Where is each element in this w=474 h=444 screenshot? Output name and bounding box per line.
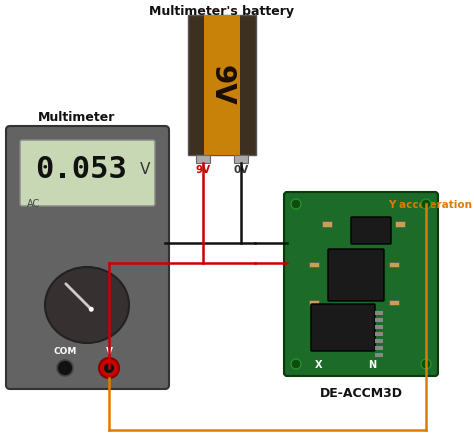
FancyBboxPatch shape — [284, 192, 438, 376]
Ellipse shape — [45, 267, 129, 343]
Bar — [234, 155, 248, 163]
Text: Multimeter: Multimeter — [38, 111, 116, 124]
Bar — [375, 346, 383, 350]
Bar — [375, 353, 383, 357]
FancyBboxPatch shape — [311, 304, 375, 351]
FancyBboxPatch shape — [20, 140, 155, 206]
Bar — [389, 262, 399, 267]
Text: 9V: 9V — [195, 165, 210, 175]
Bar — [375, 339, 383, 343]
Text: N: N — [368, 360, 376, 370]
Bar — [375, 325, 383, 329]
Text: X: X — [315, 360, 323, 370]
Circle shape — [89, 307, 94, 312]
Circle shape — [57, 360, 73, 376]
Text: 0V: 0V — [233, 165, 249, 175]
Bar — [196, 155, 210, 163]
Circle shape — [291, 359, 301, 369]
Text: COM: COM — [53, 348, 77, 357]
Bar — [375, 332, 383, 336]
FancyBboxPatch shape — [6, 126, 169, 389]
FancyBboxPatch shape — [188, 15, 256, 155]
Bar — [375, 311, 383, 315]
Bar — [375, 318, 383, 322]
Circle shape — [421, 359, 431, 369]
Text: AC: AC — [27, 199, 40, 209]
Bar — [389, 300, 399, 305]
Text: 0.053: 0.053 — [35, 155, 127, 185]
Bar — [309, 262, 319, 267]
Text: V: V — [106, 348, 112, 357]
Bar — [309, 300, 319, 305]
Circle shape — [104, 363, 114, 373]
Text: 9V: 9V — [208, 65, 236, 105]
Text: Y acceleration: Y acceleration — [388, 200, 472, 210]
FancyBboxPatch shape — [328, 249, 384, 301]
Bar — [322, 221, 332, 227]
Text: DE-ACCM3D: DE-ACCM3D — [319, 387, 402, 400]
FancyBboxPatch shape — [351, 217, 391, 244]
Circle shape — [421, 199, 431, 209]
Bar — [395, 221, 405, 227]
Text: Multimeter's battery: Multimeter's battery — [149, 5, 294, 18]
Circle shape — [291, 199, 301, 209]
Bar — [204, 15, 240, 155]
Text: V: V — [140, 163, 150, 178]
Circle shape — [99, 358, 119, 378]
